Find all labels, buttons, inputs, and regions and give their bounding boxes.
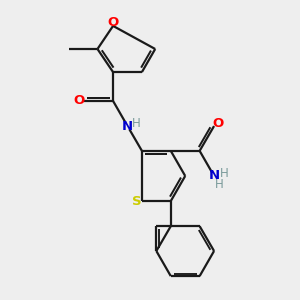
Text: O: O [212,117,223,130]
Text: H: H [132,117,141,130]
Text: H: H [220,167,229,180]
Text: N: N [122,119,133,133]
Text: O: O [107,16,119,29]
Text: S: S [132,195,142,208]
Text: H: H [215,178,224,190]
Text: O: O [74,94,85,107]
Text: N: N [209,169,220,182]
